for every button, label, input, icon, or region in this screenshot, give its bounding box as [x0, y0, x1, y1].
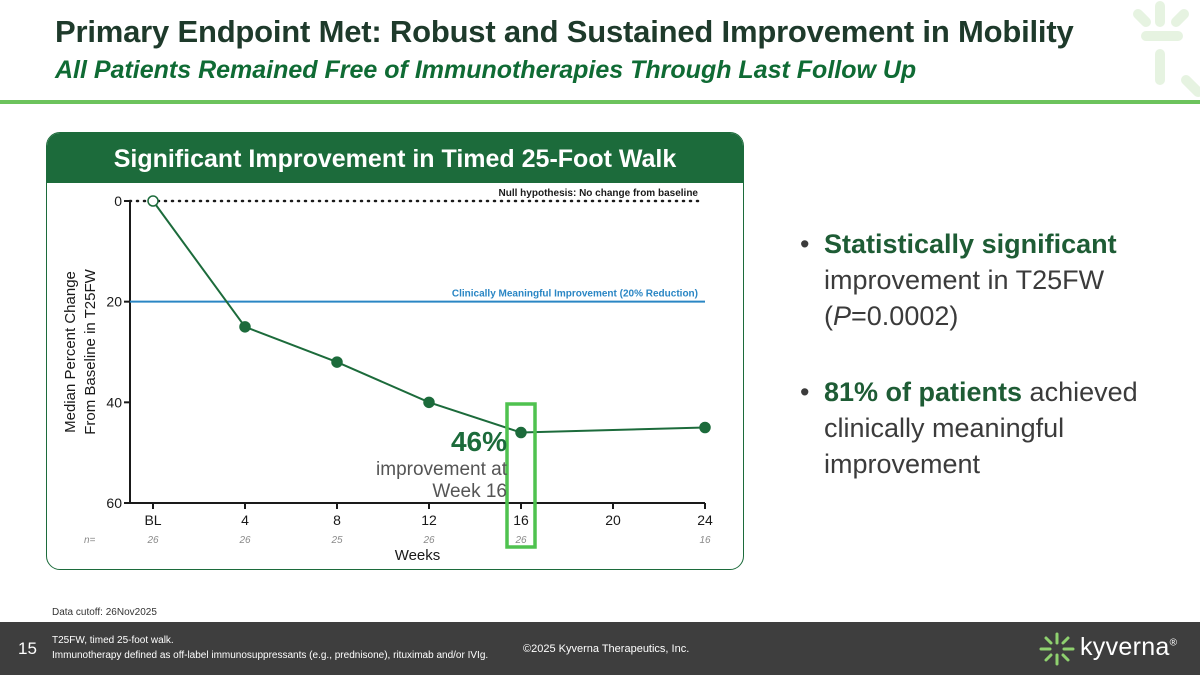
y-tick-label: 60	[106, 495, 122, 511]
x-tick-label: 12	[421, 512, 437, 528]
n-value: 26	[514, 535, 527, 546]
y-tick-label: 40	[106, 394, 122, 410]
logo-wordmark: kyverna®	[1080, 633, 1177, 662]
data-point	[239, 321, 251, 333]
copyright: ©2025 Kyverna Therapeutics, Inc.	[523, 643, 690, 655]
y-axis-title-line1: Median Percent Change	[62, 271, 79, 433]
bullet-significance-text: improvement in T25FW (	[824, 265, 1105, 331]
logo-registered-mark: ®	[1169, 637, 1178, 649]
bullet-significance-bold: Statistically significant	[824, 229, 1117, 259]
page-number: 15	[18, 639, 37, 658]
panel-header: Significant Improvement in Timed 25-Foot…	[47, 133, 743, 183]
bullet-responders-bold: 81% of patients	[824, 377, 1023, 407]
key-findings: Statistically significant improvement in…	[800, 226, 1160, 522]
title-rule	[0, 100, 1200, 104]
data-point	[515, 426, 527, 439]
x-axis-title: Weeks	[395, 547, 441, 564]
x-tick-label: 24	[697, 512, 713, 528]
highlight-value: 46%	[451, 426, 507, 457]
y-tick-label: 20	[106, 294, 122, 310]
null-hypothesis-label: Null hypothesis: No change from baseline	[499, 188, 699, 199]
clinically-meaningful-label: Clinically Meaningful Improvement (20% R…	[452, 289, 698, 300]
n-value: 26	[422, 535, 435, 546]
x-tick-label: 8	[333, 512, 341, 528]
bullet-responders: 81% of patients achieved clinically mean…	[800, 374, 1160, 482]
decorative-dots-icon	[1133, 1, 1200, 97]
bullet-significance-p: P	[833, 301, 852, 331]
n-value: 16	[699, 535, 711, 546]
n-label: n=	[84, 535, 96, 546]
x-tick-label: BL	[144, 512, 161, 528]
data-point	[423, 396, 435, 409]
chart-panel: Significant Improvement in Timed 25-Foot…	[46, 132, 744, 570]
data-point	[699, 421, 711, 434]
footnotes: T25FW, timed 25-foot walk. Immunotherapy…	[52, 633, 488, 663]
highlight-caption-line2: Week 16	[432, 481, 507, 502]
t25fw-line-chart: 0 20 40 60 BL 4 8 12 16 20 24 n= 26 26 25 26 26 16 Weeks Me…	[62, 188, 713, 564]
data-cutoff: Data cutoff: 26Nov2025	[52, 607, 157, 618]
x-tick-label: 20	[605, 512, 621, 528]
week16-highlight-box	[505, 402, 537, 549]
slide-title: Primary Endpoint Met: Robust and Sustain…	[55, 14, 1074, 49]
footnote-abbreviation: T25FW, timed 25-foot walk.	[52, 635, 174, 646]
kyverna-starburst-icon	[1039, 632, 1075, 666]
y-tick-label: 0	[114, 193, 122, 209]
x-tick-label: 4	[241, 512, 249, 528]
data-point	[331, 356, 343, 368]
n-value: 25	[330, 535, 343, 546]
series-line	[152, 200, 706, 434]
y-axis-title-line2: From Baseline in T25FW	[82, 268, 99, 434]
bullet-significance: Statistically significant improvement in…	[800, 226, 1160, 334]
footnote-immunotherapy: Immunotherapy defined as off-label immun…	[52, 650, 489, 661]
footer-bar: 15 T25FW, timed 25-foot walk. Immunother…	[0, 622, 1200, 675]
n-value: 26	[146, 535, 159, 546]
slide-subtitle: All Patients Remained Free of Immunother…	[55, 56, 917, 84]
bullet-responders-text: achieved clinically meaningful improveme…	[824, 377, 1138, 479]
n-value: 26	[238, 535, 251, 546]
data-point	[147, 195, 159, 207]
kyverna-logo: kyverna®	[1038, 631, 1177, 667]
bullet-significance-pvalue: =0.0002)	[851, 301, 959, 331]
x-tick-label: 16	[513, 512, 529, 528]
highlight-caption-line1: improvement at	[376, 459, 508, 480]
logo-wordmark-text: kyverna	[1080, 633, 1170, 661]
